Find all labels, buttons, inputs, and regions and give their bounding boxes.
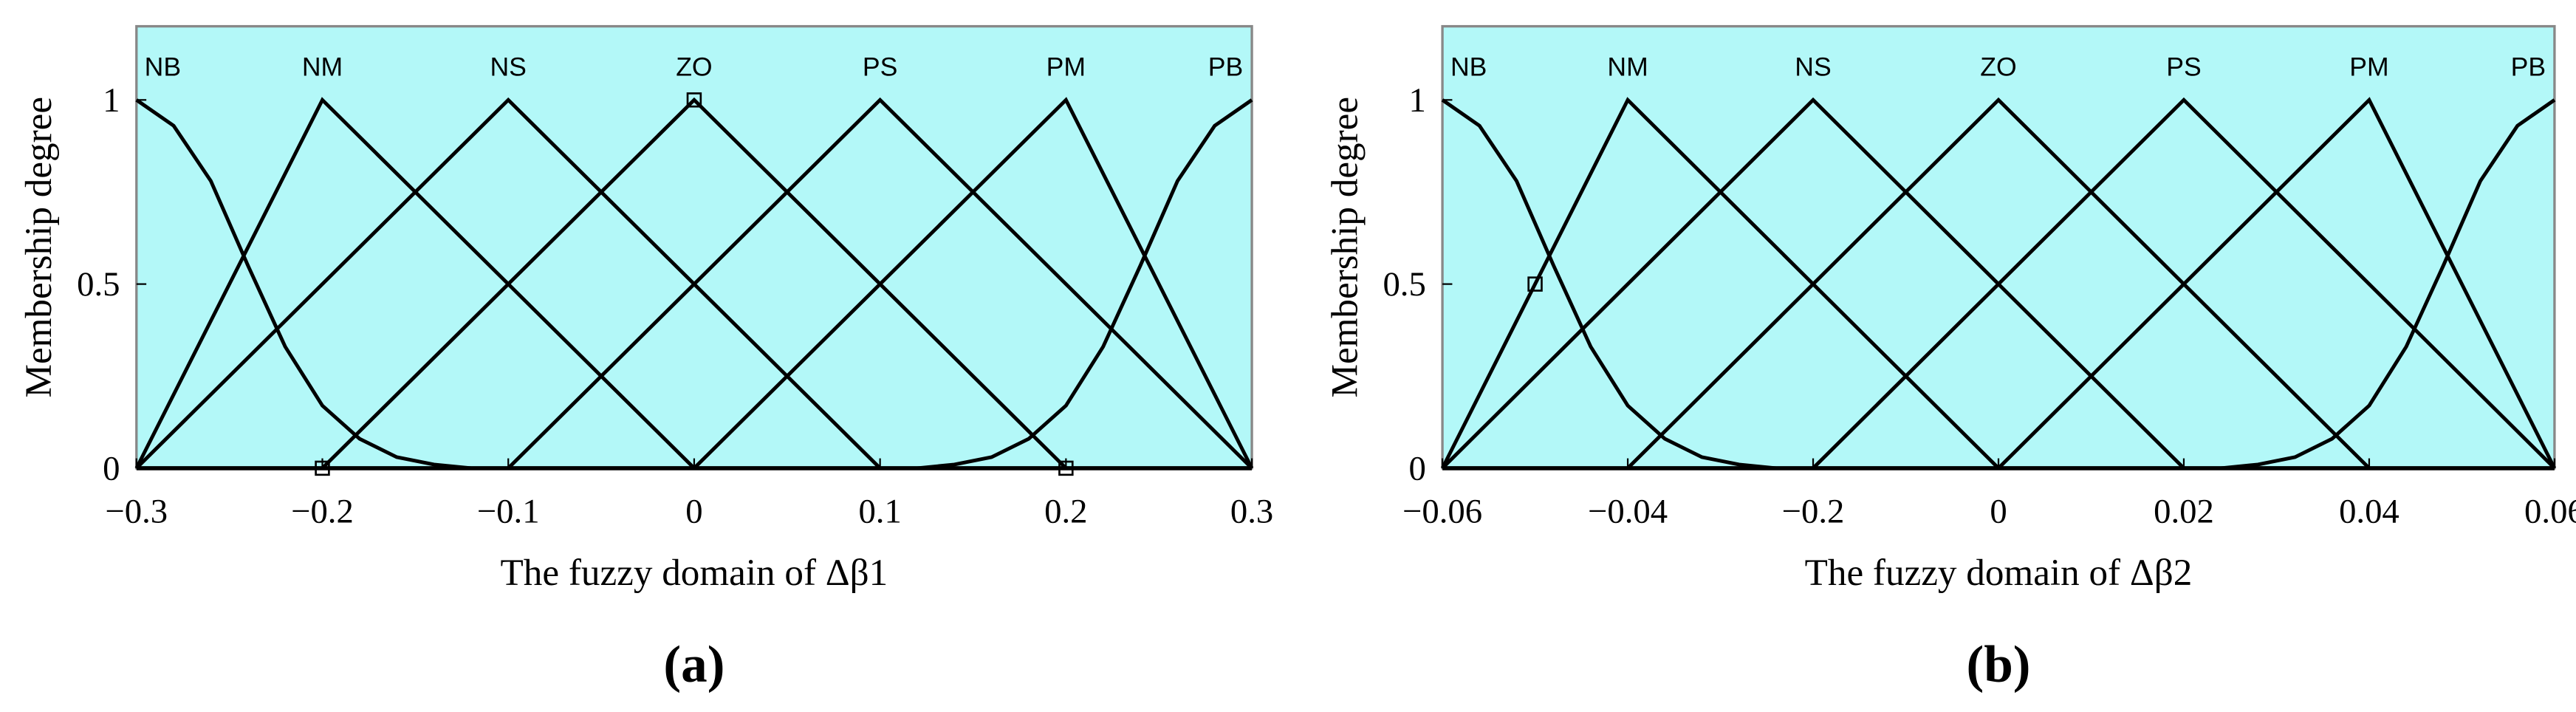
x-tick-label: 0 — [685, 492, 702, 530]
series-label: NB — [145, 52, 181, 81]
y-tick-label: 0.5 — [77, 265, 120, 304]
series-label: PM — [1046, 52, 1086, 81]
x-tick-label: −0.3 — [105, 492, 168, 530]
membership-line — [134, 97, 696, 470]
x-tick-label: 0 — [1990, 492, 2007, 530]
x-tick-label: −0.1 — [477, 492, 540, 530]
series-label: PS — [2166, 52, 2201, 81]
y-tick-label: 1 — [103, 81, 120, 120]
y-axis-label: Membership degree — [18, 97, 60, 398]
series-label: PS — [863, 52, 897, 81]
membership-line — [693, 97, 1254, 470]
series-label: NS — [1795, 52, 1831, 81]
series-label: ZO — [676, 52, 712, 81]
membership-line — [135, 97, 882, 470]
membership-line — [2183, 98, 2556, 470]
x-tick-label: −0.06 — [1402, 492, 1482, 530]
series-label: PB — [2511, 52, 2546, 81]
marker — [686, 92, 702, 108]
membership-line — [1440, 97, 2000, 470]
y-tick-label: 0 — [103, 449, 120, 487]
x-tick-label: −0.04 — [1588, 492, 1668, 530]
series-label: NM — [1607, 52, 1648, 81]
x-tick-label: 0.04 — [2339, 492, 2399, 530]
membership-line — [1812, 97, 2556, 470]
panel-label: (a) — [663, 636, 724, 694]
panel-label: (b) — [1967, 636, 2031, 694]
x-tick-label: 0.02 — [2154, 492, 2214, 530]
membership-line — [880, 98, 1253, 470]
x-tick-label: 0.06 — [2524, 492, 2576, 530]
x-tick-label: −0.2 — [291, 492, 354, 530]
x-tick-label: −0.2 — [1782, 492, 1845, 530]
series-label: NB — [1450, 52, 1487, 81]
marker — [315, 460, 330, 476]
membership-line — [321, 97, 1068, 470]
membership-line — [135, 98, 509, 470]
series-label: PM — [2349, 52, 2388, 81]
series-label: ZO — [1980, 52, 2016, 81]
x-tick-label: 0.2 — [1044, 492, 1087, 530]
series-label: NM — [302, 52, 343, 81]
x-axis-label: The fuzzy domain of Δβ1 — [501, 552, 888, 594]
marker — [1527, 276, 1543, 292]
x-tick-label: 0.1 — [858, 492, 901, 530]
y-tick-label: 0 — [1408, 449, 1425, 487]
membership-line — [1441, 98, 1814, 470]
membership-line — [1626, 97, 2371, 470]
y-tick-label: 1 — [1408, 81, 1425, 120]
membership-line — [1997, 97, 2557, 470]
plot-area — [1441, 24, 2556, 470]
series-label: PB — [1208, 52, 1243, 81]
y-axis-label: Membership degree — [1323, 97, 1366, 398]
series-label: NS — [490, 52, 526, 81]
x-tick-label: 0.3 — [1230, 492, 1273, 530]
membership-line — [1441, 97, 2185, 470]
marker — [1058, 460, 1074, 476]
x-axis-label: The fuzzy domain of Δβ2 — [1805, 552, 2193, 594]
y-tick-label: 0.5 — [1383, 265, 1425, 304]
membership-line — [507, 97, 1253, 470]
